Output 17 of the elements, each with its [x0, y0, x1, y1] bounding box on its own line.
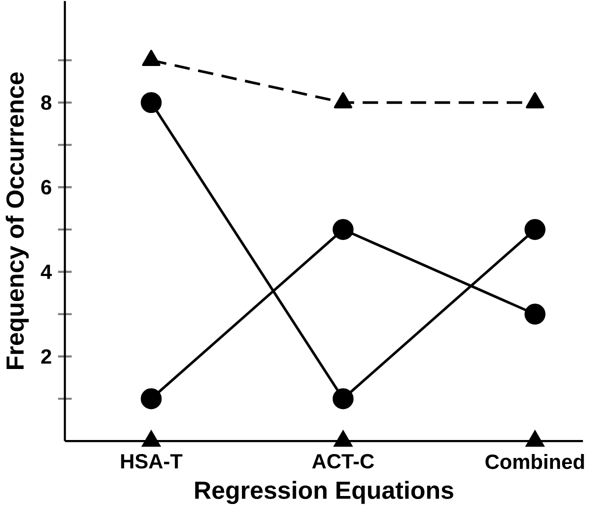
- y-tick-label: 2: [41, 349, 52, 364]
- y-tick-label: 8: [41, 95, 52, 110]
- point: [524, 304, 546, 325]
- x-tick-label: Combined: [486, 454, 584, 470]
- y-tick-label: 6: [41, 180, 52, 195]
- point: [332, 219, 354, 240]
- x-tick-label: ACT-C: [312, 454, 374, 469]
- point: [332, 388, 354, 410]
- y-tick-label: 4: [40, 264, 52, 280]
- point: [140, 388, 162, 410]
- point: [526, 92, 544, 108]
- y-axis-title: Frequency of Occurrence: [6, 72, 29, 370]
- x-axis-title: Regression Equations: [195, 481, 454, 504]
- point: [334, 92, 352, 108]
- x-tick-label: HSA-T: [121, 454, 182, 469]
- point: [142, 50, 160, 66]
- point: [524, 219, 546, 240]
